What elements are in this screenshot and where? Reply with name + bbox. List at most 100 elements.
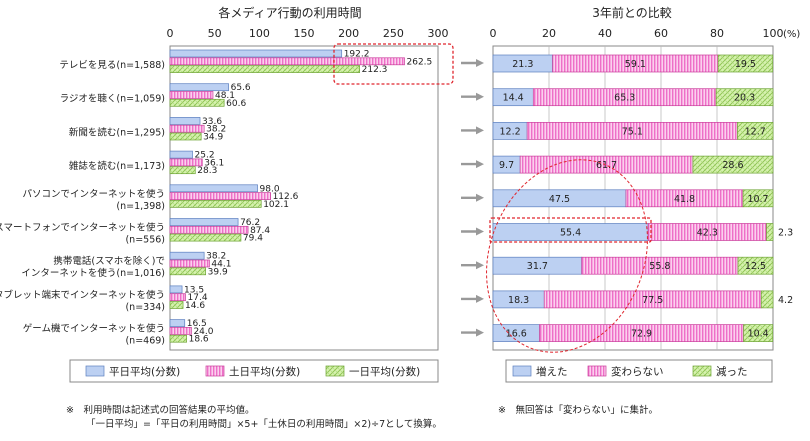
bar-day — [169, 200, 262, 208]
stacked-value-label: 16.6 — [506, 329, 527, 340]
right-tick-label: 20 — [542, 27, 556, 40]
left-legend: 平日平均(分数) 土日平均(分数) 一日平均(分数) — [85, 365, 420, 378]
left-chart-title: 各メディア行動の利用時間 — [218, 5, 361, 20]
value-label: 112.6 — [273, 192, 299, 202]
bar-day — [169, 334, 187, 343]
value-label: 34.9 — [203, 133, 223, 143]
arrow-head — [476, 227, 484, 236]
category-label: (n=556) — [125, 235, 165, 246]
value-label: 76.2 — [240, 218, 260, 228]
right-chart-unit: (%) — [783, 29, 800, 40]
legend-swatch — [325, 365, 345, 377]
value-label: 36.1 — [204, 158, 224, 168]
left-tick-label: 100 — [249, 27, 270, 40]
bar-day — [169, 166, 196, 175]
value-label: 38.2 — [206, 125, 226, 135]
stacked-value-label: 55.8 — [649, 261, 670, 272]
stacked-bar-decrease — [737, 256, 774, 275]
legend-swatch — [587, 365, 607, 377]
value-label: 44.1 — [211, 260, 231, 270]
arrow-head — [476, 126, 484, 135]
arrow-head — [476, 261, 484, 270]
right-tick-label: 0 — [490, 27, 497, 40]
value-label: 98.0 — [260, 184, 280, 194]
left-value-labels: 192.2262.5212.365.648.160.633.638.234.92… — [184, 50, 432, 345]
stacked-value-label: 10.4 — [748, 329, 769, 340]
value-label: 38.2 — [206, 252, 226, 262]
stacked-value-label: 77.5 — [642, 295, 663, 306]
arrows — [461, 59, 484, 337]
legend-label: 増えた — [536, 365, 568, 378]
arrow-head — [476, 328, 484, 337]
bar-weekday — [169, 83, 229, 92]
category-label: 雑誌を読む(n=1,173) — [69, 160, 165, 172]
category-label: ゲーム機でインターネットを使う — [23, 323, 165, 335]
legend-swatch — [205, 365, 225, 377]
bar-day — [169, 132, 202, 141]
stacked-bar-decrease — [737, 122, 774, 140]
right-value-labels: 21.3 59.1 19.5 14.4 65.3 20.3 12.2 75.1 12.7 9.7 6… — [499, 59, 793, 340]
stacked-value-label: 42.3 — [697, 228, 718, 239]
value-label: 39.9 — [208, 267, 228, 277]
bar-weekend — [169, 158, 203, 167]
legend-label: 減った — [716, 365, 748, 378]
category-label: パソコンでインターネットを使う — [22, 188, 165, 200]
left-bars — [169, 49, 405, 343]
right-note: ※ 無回答は「変わらない」に集計。 — [498, 404, 658, 416]
bar-weekday — [169, 117, 201, 125]
arrow-head — [476, 59, 484, 67]
left-tick-label: 50 — [208, 27, 222, 40]
bar-day — [169, 233, 242, 242]
legend-label: 一日平均(分数) — [349, 365, 420, 378]
stacked-value-label: 28.6 — [722, 160, 743, 171]
category-label: ラジオを聴く(n=1,059) — [60, 94, 165, 105]
right-legend-box — [505, 359, 773, 383]
category-label: (n=334) — [125, 302, 165, 313]
stacked-value-label: 9.7 — [499, 160, 514, 171]
stacked-value-label: 21.3 — [512, 59, 533, 70]
value-label: 102.1 — [263, 200, 289, 210]
bar-weekend — [169, 192, 271, 200]
value-label: 28.3 — [197, 166, 217, 176]
value-label: 212.3 — [362, 65, 388, 75]
bar-weekend — [169, 91, 214, 99]
tv-weekend-highlight — [333, 43, 454, 85]
bar-weekday — [169, 251, 205, 260]
value-label: 16.5 — [187, 319, 207, 329]
value-label: 33.6 — [202, 117, 222, 127]
stacked-value-label: 41.8 — [674, 194, 695, 205]
stacked-value-label: 18.3 — [508, 295, 529, 306]
stacked-value-label: 65.3 — [614, 93, 635, 104]
bar-day — [169, 98, 225, 107]
stacked-value-label: 12.2 — [500, 126, 521, 137]
value-label: 17.4 — [188, 293, 208, 303]
right-bars — [492, 54, 774, 342]
category-label: (n=469) — [125, 336, 165, 347]
left-tick-label: 250 — [383, 27, 404, 40]
stacked-value-label: 14.4 — [503, 93, 524, 104]
stacked-value-label: 31.7 — [527, 261, 548, 272]
stacked-value-label: 10.7 — [747, 194, 768, 205]
value-label: 262.5 — [407, 57, 433, 67]
right-legend: 増えた 変わらない 減った — [512, 365, 748, 378]
value-label: 18.6 — [189, 335, 209, 345]
category-label: (n=1,398) — [116, 201, 165, 212]
left-tick-label: 150 — [294, 27, 315, 40]
internet-increase-ellipse — [486, 159, 648, 353]
category-labels: テレビを見る(n=1,588) ラジオを聴く(n=1,059) 新聞を読む(n=1,… — [0, 60, 165, 347]
bar-weekday — [169, 150, 193, 159]
category-label: インターネットを使う(n=1,016) — [21, 267, 165, 279]
bar-day — [169, 65, 361, 73]
right-chart-title: 3年前との比較 — [592, 5, 672, 20]
arrow-head — [476, 160, 484, 169]
stacked-bar-decrease — [766, 223, 774, 241]
stacked-bar-decrease — [692, 155, 774, 174]
category-label: 新聞を読む(n=1,295) — [69, 126, 165, 138]
category-label: タブレット端末でインターネットを使う — [0, 289, 165, 301]
bar-weekend — [169, 293, 186, 302]
stacked-value-label: 12.7 — [745, 126, 766, 137]
arrow-head — [476, 294, 484, 303]
right-tick-label: 80 — [710, 27, 724, 40]
bar-weekend — [169, 57, 405, 66]
left-tick-label: 300 — [428, 27, 449, 40]
